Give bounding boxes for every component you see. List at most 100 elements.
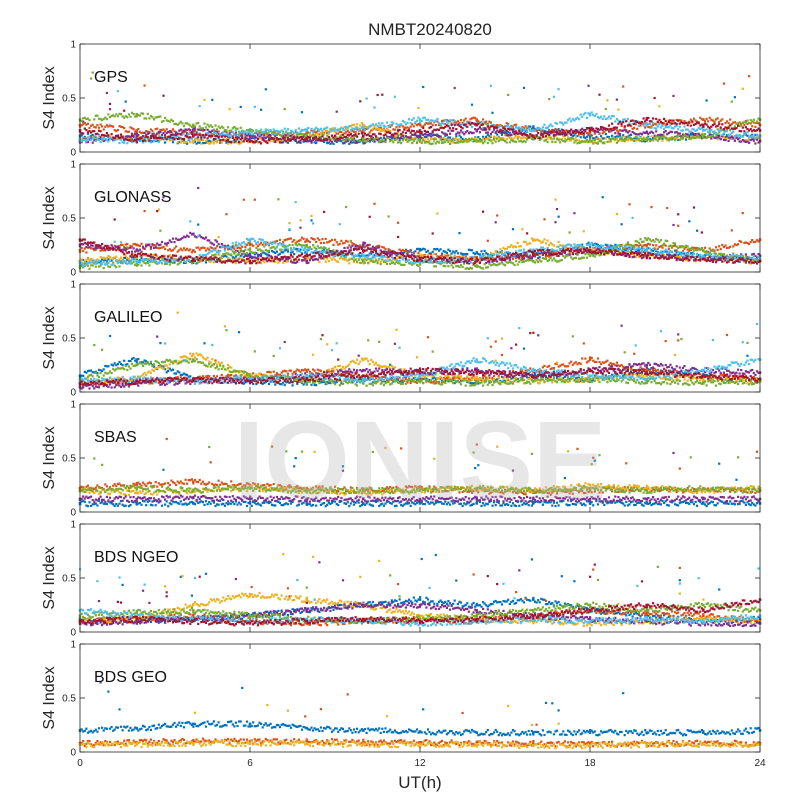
data-point [153, 118, 156, 121]
data-point [365, 254, 368, 257]
data-point [721, 136, 724, 139]
data-point [242, 140, 245, 143]
data-point [422, 133, 425, 136]
data-point [130, 250, 134, 253]
data-point [611, 134, 614, 137]
data-point [274, 133, 277, 136]
data-point [703, 119, 707, 123]
data-point [645, 116, 648, 120]
data-point [349, 257, 352, 260]
data-point [91, 130, 94, 133]
data-point [88, 138, 91, 141]
data-point [203, 98, 206, 101]
data-point [127, 139, 130, 142]
data-point [722, 136, 725, 139]
data-point [294, 136, 297, 139]
data-point [670, 122, 674, 125]
data-point [115, 113, 118, 116]
data-point [96, 132, 99, 135]
data-point [261, 138, 264, 141]
data-point [156, 246, 159, 249]
data-point [400, 142, 403, 145]
data-point [475, 129, 478, 132]
data-point [291, 261, 294, 264]
data-point [318, 250, 321, 253]
data-point [289, 251, 293, 254]
data-point [477, 120, 480, 123]
data-point [708, 131, 711, 134]
data-point [675, 259, 678, 262]
data-point [552, 137, 555, 140]
data-point [664, 123, 667, 126]
data-point [661, 135, 664, 138]
data-point [107, 135, 110, 138]
data-point [696, 135, 699, 138]
data-point [667, 248, 670, 251]
data-point [647, 138, 650, 141]
data-point [239, 247, 242, 250]
data-point [363, 139, 367, 142]
data-point [384, 132, 387, 135]
data-point [258, 133, 261, 136]
data-point [735, 258, 738, 261]
data-point [500, 125, 504, 128]
data-point [529, 257, 532, 260]
data-point [223, 259, 226, 262]
data-point [748, 75, 751, 78]
data-point [614, 139, 617, 142]
data-point [655, 123, 658, 126]
data-point [670, 130, 674, 134]
data-point [596, 249, 600, 252]
data-point [104, 137, 107, 140]
data-point [104, 257, 107, 260]
data-point [86, 138, 90, 141]
data-point [335, 136, 338, 139]
data-point [374, 123, 378, 126]
data-point [159, 115, 162, 118]
data-point [244, 137, 247, 141]
data-point [363, 141, 367, 145]
data-point [378, 122, 381, 125]
data-point [513, 128, 516, 131]
data-point [264, 88, 267, 91]
data-point [450, 123, 453, 127]
data-point [345, 127, 348, 131]
data-point [143, 135, 146, 138]
data-point [618, 134, 622, 137]
data-point [439, 248, 442, 251]
data-point [448, 119, 452, 122]
data-point [338, 257, 341, 260]
data-point [264, 136, 267, 139]
data-point [335, 140, 338, 143]
data-point [667, 139, 670, 142]
data-point [261, 136, 264, 139]
data-point [90, 258, 93, 261]
data-point [423, 116, 426, 119]
data-point [215, 141, 219, 144]
data-point [354, 141, 357, 144]
data-point [193, 140, 197, 143]
data-point [124, 254, 127, 257]
data-point [585, 139, 589, 142]
data-point [332, 243, 335, 246]
data-point [533, 137, 537, 140]
data-point [437, 134, 441, 138]
data-point [304, 240, 307, 243]
data-point [296, 247, 299, 250]
data-point [744, 261, 747, 264]
data-point [527, 136, 530, 139]
data-point [192, 134, 195, 138]
data-point [94, 139, 97, 142]
data-point [283, 127, 286, 130]
data-point [488, 137, 491, 141]
data-point [206, 239, 209, 242]
data-point [164, 136, 167, 139]
data-point [652, 123, 655, 127]
data-point [516, 256, 519, 259]
data-point [156, 137, 159, 140]
data-point [367, 127, 370, 130]
data-point [455, 123, 458, 126]
data-point [96, 124, 99, 127]
data-point [119, 113, 123, 116]
data-point [681, 129, 685, 132]
